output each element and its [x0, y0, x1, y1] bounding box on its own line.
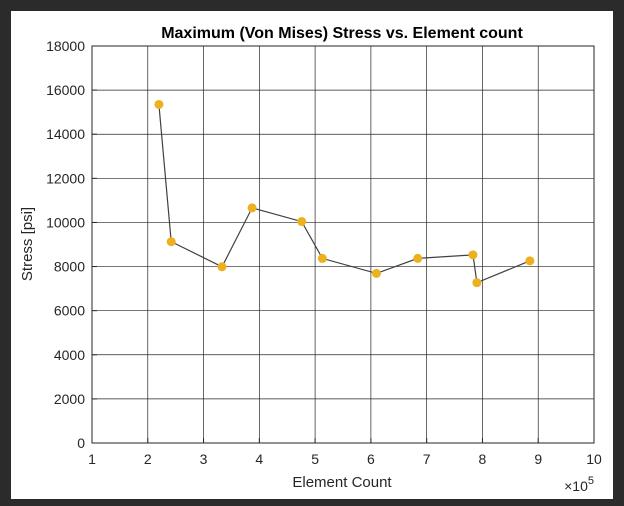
- figure-window: Maximum (Von Mises) Stress vs. Element c…: [11, 11, 613, 499]
- data-point: [317, 253, 327, 263]
- y-tick-label: 8000: [54, 259, 85, 275]
- plot-frame: [91, 45, 595, 444]
- x-tick-label: 1: [88, 451, 96, 467]
- y-tick-labels: 0 2000 4000 6000 8000 10000 12000 14000 16000 180…: [46, 38, 85, 451]
- data-point: [413, 253, 423, 263]
- y-tick-label: 10000: [46, 214, 85, 230]
- y-tick-label: 16000: [46, 82, 85, 98]
- x-tick-label: 9: [534, 451, 542, 467]
- data-point: [154, 99, 164, 109]
- x-tick-label: 4: [255, 451, 263, 467]
- x-tick-labels: 1 2 3 4 5 6 7 8 9 10: [88, 451, 602, 467]
- x-tick-label: 8: [479, 451, 487, 467]
- data-point: [468, 250, 478, 260]
- x-exponent-base: ×10: [564, 478, 588, 494]
- y-tick-label: 6000: [54, 303, 85, 319]
- y-tick-label: 0: [77, 435, 85, 451]
- y-tick-label: 18000: [46, 38, 85, 54]
- x-tick-label: 7: [423, 451, 431, 467]
- data-point: [297, 217, 307, 227]
- axis-ticks: [91, 45, 595, 444]
- x-exponent-power: 5: [588, 475, 594, 487]
- stress-chart: Maximum (Von Mises) Stress vs. Element c…: [19, 25, 602, 494]
- x-tick-label: 10: [586, 451, 602, 467]
- x-axis-label: Element Count: [292, 474, 392, 491]
- data-point: [371, 268, 381, 278]
- x-exponent-label: ×105: [564, 475, 594, 494]
- data-point: [217, 262, 227, 272]
- chart-title: Maximum (Von Mises) Stress vs. Element c…: [161, 25, 523, 42]
- x-tick-label: 2: [144, 451, 152, 467]
- y-tick-label: 14000: [46, 126, 85, 142]
- x-tick-label: 3: [200, 451, 208, 467]
- data-point: [472, 278, 482, 288]
- x-tick-label: 5: [311, 451, 319, 467]
- data-point: [247, 203, 257, 213]
- data-point: [525, 256, 535, 266]
- y-tick-label: 12000: [46, 170, 85, 186]
- plot-area: [92, 46, 594, 443]
- x-tick-label: 6: [367, 451, 375, 467]
- y-axis-label: Stress [psi]: [19, 207, 36, 281]
- data-point: [166, 237, 176, 247]
- y-tick-label: 2000: [54, 391, 85, 407]
- y-tick-label: 4000: [54, 347, 85, 363]
- series: [154, 99, 535, 288]
